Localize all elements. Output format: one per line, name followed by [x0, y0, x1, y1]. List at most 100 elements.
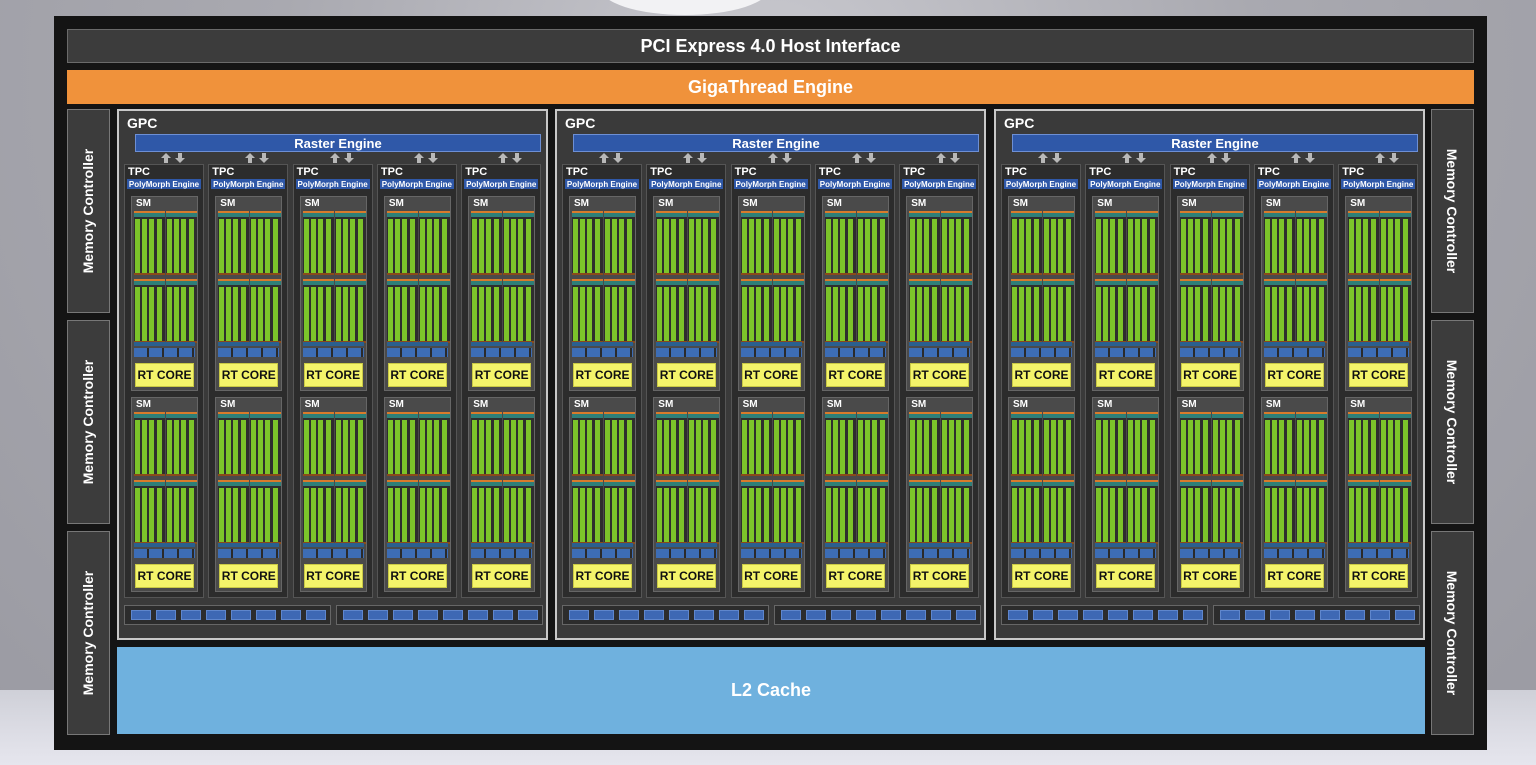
processing-block	[218, 279, 250, 343]
cuda-core-column	[787, 287, 793, 341]
cuda-core-column	[964, 287, 970, 341]
cuda-core-column	[795, 488, 801, 542]
register-file-bar	[909, 412, 941, 418]
cuda-core-column	[917, 420, 923, 474]
cuda-core-column	[1363, 219, 1369, 273]
cuda-core-column	[357, 420, 363, 474]
texture-units	[1348, 549, 1410, 558]
block-base	[418, 273, 450, 275]
processing-block	[740, 412, 772, 476]
cuda-core-column	[189, 287, 194, 341]
cuda-core-column	[1051, 287, 1056, 341]
register-file-bar	[572, 412, 603, 418]
raster-operation-units	[336, 605, 543, 625]
cuda-core-column	[1066, 420, 1071, 474]
cuda-core-column	[526, 287, 532, 341]
rop-unit	[518, 610, 538, 620]
l2-cache: L2 Cache	[117, 647, 1425, 734]
processing-block	[250, 412, 282, 476]
processing-block	[386, 279, 418, 343]
cuda-core-column	[241, 219, 247, 273]
processing-block	[503, 412, 535, 476]
cuda-core-column	[511, 488, 517, 542]
cuda-core-column	[1135, 287, 1141, 341]
texture-units	[1011, 348, 1072, 357]
cuda-core-column	[1381, 420, 1387, 474]
cuda-core-column	[949, 488, 955, 542]
register-file-bar	[302, 211, 334, 217]
cuda-core-column	[1264, 420, 1270, 474]
block-base	[1348, 273, 1380, 275]
cuda-core-column	[619, 219, 624, 273]
cuda-core-column	[1356, 287, 1362, 341]
texture-units	[656, 348, 718, 357]
cuda-core-column	[787, 219, 793, 273]
cuda-core-column	[1194, 488, 1200, 542]
register-file-bar	[1043, 211, 1074, 217]
rt-core: RT CORE	[135, 363, 194, 387]
cuda-core-column	[825, 219, 831, 273]
cuda-core-column	[1051, 420, 1056, 474]
cuda-core-column	[612, 219, 617, 273]
cuda-core-column	[1135, 219, 1141, 273]
register-file-bar	[471, 211, 503, 217]
cuda-core-column	[394, 219, 400, 273]
block-base	[334, 273, 366, 275]
cuda-core-column	[839, 488, 845, 542]
arrow-down-icon	[512, 153, 523, 163]
cuda-core-column	[679, 287, 685, 341]
cuda-core-column	[619, 488, 624, 542]
cuda-core-column	[1012, 287, 1017, 341]
register-file-bar	[1179, 211, 1211, 217]
rop-unit	[393, 610, 413, 620]
processing-block	[604, 211, 635, 275]
sm-label: SM	[826, 198, 842, 209]
cuda-core-column	[1271, 287, 1277, 341]
cuda-core-column	[181, 420, 186, 474]
polymorph-engine: PolyMorph Engine	[902, 179, 977, 189]
rt-core: RT CORE	[472, 363, 532, 387]
processing-block	[1011, 412, 1042, 476]
tpc: TPC PolyMorph Engine SM RT CORE SM RT CORE	[899, 164, 980, 598]
sm-label: SM	[911, 198, 927, 209]
l1-cache-bar	[1263, 342, 1325, 346]
cuda-core-column	[504, 287, 510, 341]
l1-cache-bar	[1179, 543, 1241, 547]
pcie-host-interface: PCI Express 4.0 Host Interface	[67, 29, 1474, 63]
cuda-core-column	[1066, 219, 1071, 273]
memory-controller-label: Memory Controller	[1444, 359, 1461, 485]
cuda-core-column	[149, 219, 154, 273]
cuda-core-column	[1271, 488, 1277, 542]
sm-label: SM	[1350, 198, 1366, 209]
processing-block	[1263, 279, 1295, 343]
rt-core: RT CORE	[910, 363, 970, 387]
processing-block	[1380, 279, 1412, 343]
cuda-core-column	[1296, 488, 1302, 542]
cuda-core-column	[504, 488, 510, 542]
cuda-core-column	[619, 420, 624, 474]
cuda-core-column	[741, 219, 747, 273]
l1-cache-bar	[740, 342, 802, 346]
cuda-core-column	[1066, 287, 1071, 341]
sm: SM RT CORE	[906, 196, 974, 391]
processing-block	[1211, 412, 1243, 476]
sm: SM RT CORE	[737, 397, 805, 592]
memory-controller-right-3: Memory Controller	[1431, 531, 1474, 735]
cuda-core-column	[780, 420, 786, 474]
cuda-core-column	[1403, 219, 1409, 273]
cuda-core-column	[1219, 287, 1225, 341]
cuda-core-column	[1150, 420, 1156, 474]
rop-unit	[1395, 610, 1415, 620]
cuda-core-column	[949, 420, 955, 474]
block-base	[856, 273, 888, 275]
cuda-core-column	[763, 287, 769, 341]
cuda-core-column	[1363, 287, 1369, 341]
cuda-core-column	[167, 287, 172, 341]
cuda-core-column	[605, 488, 610, 542]
cuda-core-column	[167, 488, 172, 542]
sm-label: SM	[388, 198, 404, 209]
processing-block	[1095, 279, 1127, 343]
register-file-bar	[418, 279, 450, 285]
memory-controller-label: Memory Controller	[1444, 570, 1461, 696]
block-base	[134, 273, 165, 275]
